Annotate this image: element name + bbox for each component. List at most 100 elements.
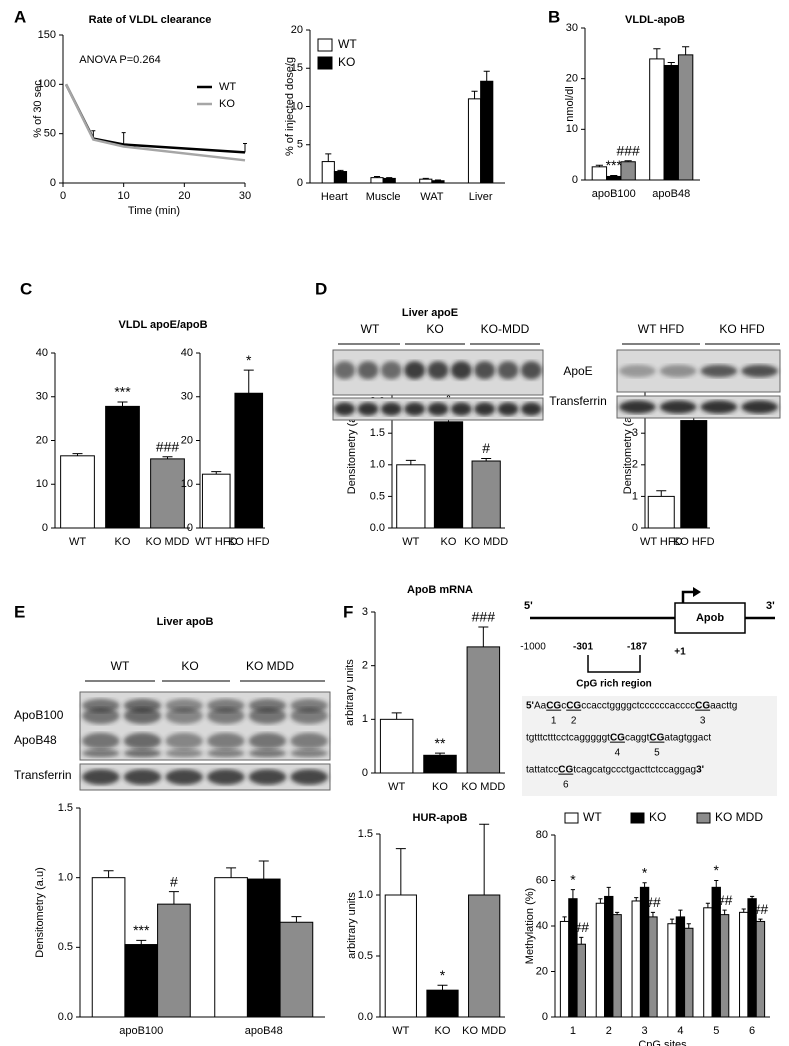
significance-label: ###	[616, 142, 640, 158]
x-tick-label: 30	[239, 190, 251, 202]
y-tick-label: 1.5	[358, 828, 373, 840]
panel-label: B	[548, 7, 560, 26]
y-axis-label: % of 30 sec	[32, 80, 44, 138]
bar	[663, 64, 679, 181]
error-bar	[168, 891, 179, 905]
blot-band	[248, 707, 287, 724]
bar	[150, 458, 185, 529]
region-label: CpG rich region	[576, 679, 652, 690]
region-bracket	[587, 655, 641, 673]
error-bar	[749, 895, 755, 899]
group-label: KO HFD	[719, 322, 765, 336]
sequence-text: tcagcatgccctgacttctccaggag	[573, 765, 696, 776]
y-tick-label: 1.5	[370, 427, 385, 439]
sequence-text: c	[561, 701, 566, 712]
x-tick-label: KO MDD	[462, 1025, 506, 1037]
group-label: KO	[426, 322, 443, 336]
error-bar	[103, 870, 114, 878]
blot-band	[248, 769, 287, 785]
blot-band	[380, 402, 402, 416]
y-tick-label: 0	[542, 1011, 548, 1023]
group-label: WT	[361, 322, 380, 336]
x-tick-label: KO	[441, 536, 457, 548]
y-tick-label: 3	[632, 427, 638, 439]
site-number: 2	[571, 716, 577, 727]
y-tick-label: 0	[42, 522, 48, 534]
legend-swatch	[317, 56, 333, 70]
blot-band	[404, 361, 426, 380]
bar	[396, 464, 426, 529]
y-tick-label: 10	[566, 123, 578, 135]
bar	[703, 907, 713, 1018]
bar	[675, 916, 686, 1018]
bar	[576, 943, 586, 1018]
blot-band	[290, 749, 328, 758]
x-tick-label: WT	[402, 536, 419, 548]
position-label: -301	[573, 642, 593, 653]
x-tick-label: WT	[69, 536, 86, 548]
sequence-text: tattatcc	[526, 765, 558, 776]
x-axis-label: Time (min)	[128, 205, 180, 217]
cpg-site: CG	[558, 765, 573, 776]
panel-label: A	[14, 7, 26, 26]
blot-band	[450, 402, 472, 416]
error-bar	[405, 459, 416, 465]
blot-band	[82, 769, 120, 785]
blot-band	[165, 707, 203, 724]
y-tick-label: 10	[36, 478, 48, 490]
bar	[755, 920, 766, 1018]
bar	[234, 392, 264, 529]
blot-band	[357, 361, 379, 380]
error-bar	[667, 61, 675, 66]
error-bar	[435, 752, 445, 756]
y-tick-label: 1	[632, 490, 638, 502]
y-tick-label: 1.0	[358, 889, 373, 901]
legend-label: KO MDD	[715, 810, 763, 824]
chart-title: HUR-apoB	[413, 812, 468, 824]
bar	[246, 878, 281, 1018]
blot-band	[207, 769, 245, 785]
group-label: KO	[181, 659, 198, 673]
x-tick-label: apoB48	[652, 188, 690, 200]
blot-band	[497, 361, 519, 380]
group-label: KO-MDD	[481, 322, 530, 336]
position-label: -1000	[520, 642, 546, 653]
error-bar	[669, 918, 675, 924]
error-bar	[642, 882, 647, 888]
chart-title: ApoB mRNA	[407, 584, 473, 596]
y-tick-label: 40	[181, 347, 193, 359]
error-bar	[291, 916, 302, 923]
bar	[739, 911, 749, 1018]
cpg-site: CG	[566, 701, 581, 712]
blot-band	[741, 364, 778, 378]
bar	[647, 495, 675, 529]
group-label: WT HFD	[638, 322, 685, 336]
y-tick-label: 0	[632, 522, 638, 534]
chart-title: Rate of VLDL clearance	[89, 14, 212, 26]
y-axis-label: arbitrary units	[346, 892, 358, 959]
bar	[604, 895, 614, 1018]
blot-band	[450, 361, 472, 380]
x-tick-label: 10	[118, 190, 130, 202]
error-bar	[72, 453, 83, 456]
blot-band	[700, 400, 738, 414]
blot-background	[79, 763, 331, 791]
blot-band	[619, 364, 656, 378]
blot-band	[82, 732, 120, 750]
row-label: ApoB48	[14, 733, 57, 747]
bar	[379, 718, 414, 774]
y-tick-label: 2	[632, 459, 638, 471]
error-bar	[373, 175, 381, 178]
cpg-site: CG	[610, 733, 625, 744]
bar	[559, 920, 570, 1018]
cpg-site: CG	[546, 701, 561, 712]
sequence-text: 3'	[696, 765, 704, 776]
y-tick-label: 0.0	[58, 1011, 73, 1023]
y-tick-label: 0	[572, 174, 578, 186]
y-tick-label: 0	[297, 177, 303, 189]
strand-end: 5'	[524, 600, 533, 612]
error-bar	[598, 898, 603, 904]
sequence-text: atagtggact	[664, 733, 711, 744]
legend-label: WT	[338, 37, 357, 51]
y-tick-label: 20	[181, 434, 193, 446]
